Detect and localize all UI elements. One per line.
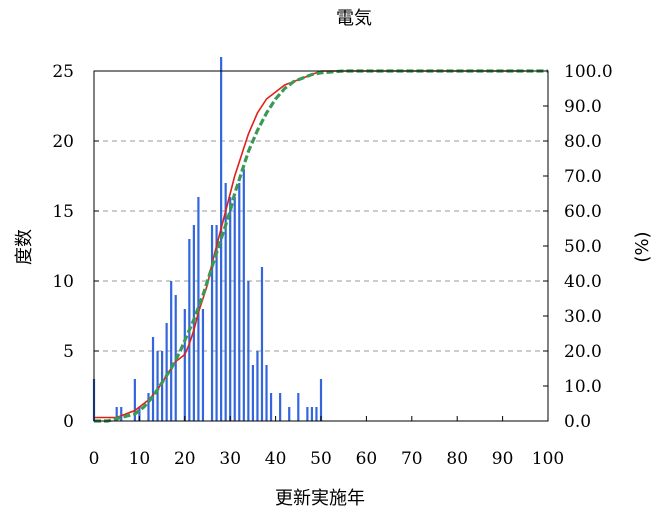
red-cumulative-line — [94, 70, 526, 419]
bar — [297, 393, 300, 421]
x-tick-label: 50 — [310, 449, 332, 469]
bar — [201, 309, 205, 421]
bar — [133, 379, 136, 421]
bar — [315, 407, 318, 421]
y2-tick-label: 40.0 — [564, 272, 602, 292]
y2-tick-label: 70.0 — [564, 167, 602, 187]
y-tick-label: 20 — [52, 132, 74, 152]
x-tick-label: 40 — [265, 449, 287, 469]
bar — [247, 281, 250, 421]
bar — [138, 407, 141, 421]
bar — [170, 281, 173, 421]
x-tick-label: 20 — [174, 449, 196, 469]
bar — [306, 407, 309, 421]
y2-axis-title: (%) — [632, 231, 653, 262]
y2-tick-label: 30.0 — [564, 307, 602, 327]
bar — [215, 225, 218, 421]
y2-tick-label: 10.0 — [564, 377, 602, 397]
bar — [256, 351, 259, 421]
bar — [233, 197, 236, 421]
y-tick-label: 10 — [52, 272, 74, 292]
bar — [310, 407, 314, 421]
bar — [151, 337, 155, 421]
y2-tick-label: 0.0 — [564, 412, 591, 432]
y-axis-right: 0.0 10.0 20.0 30.0 40.0 50.0 60.0 70.0 80.0 90.0 1… — [543, 62, 613, 432]
bar — [147, 393, 150, 421]
x-tick-label: 80 — [446, 449, 468, 469]
x-tick-label: 0 — [89, 449, 100, 469]
bar — [242, 169, 245, 421]
y-tick-label: 25 — [52, 62, 74, 82]
bar — [279, 393, 282, 421]
x-tick-label: 90 — [492, 449, 514, 469]
x-tick-label: 100 — [532, 449, 564, 469]
x-axis-title: 更新実施年 — [275, 488, 365, 509]
y2-tick-label: 100.0 — [564, 62, 613, 82]
bar — [229, 197, 232, 421]
y-tick-label: 0 — [63, 412, 74, 432]
bar — [156, 351, 159, 421]
bar — [260, 267, 264, 421]
y-tick-label: 5 — [63, 342, 74, 362]
bar — [319, 379, 323, 421]
bar — [183, 309, 186, 421]
bar — [288, 407, 291, 421]
x-tick-label: 30 — [219, 449, 241, 469]
y2-tick-label: 60.0 — [564, 202, 602, 222]
bar — [224, 183, 227, 421]
y2-tick-label: 50.0 — [564, 237, 602, 257]
bar — [165, 323, 168, 421]
grid — [94, 140, 548, 352]
y-axis-left: 0 5 10 15 20 25 — [52, 62, 99, 432]
bar — [251, 365, 254, 421]
y2-tick-label: 90.0 — [564, 97, 602, 117]
chart-title: 電気 — [336, 8, 372, 29]
bar — [265, 365, 268, 421]
bar — [120, 407, 123, 421]
y-axis-title: 度数 — [14, 229, 35, 265]
bar — [269, 393, 273, 421]
bar — [238, 183, 241, 421]
x-tick-label: 60 — [356, 449, 378, 469]
x-axis: 0 10 20 30 40 50 60 70 80 90 100 — [89, 416, 564, 469]
y2-tick-label: 80.0 — [564, 132, 602, 152]
y2-tick-label: 20.0 — [564, 342, 602, 362]
y-tick-label: 15 — [52, 202, 74, 222]
green-cumulative-line — [94, 69, 548, 423]
bar — [220, 57, 223, 421]
bar — [210, 225, 214, 421]
x-tick-label: 10 — [129, 449, 151, 469]
bar-series — [92, 57, 323, 421]
bar — [115, 407, 118, 421]
bar — [161, 351, 164, 421]
line-series — [94, 69, 548, 423]
x-tick-label: 70 — [401, 449, 423, 469]
